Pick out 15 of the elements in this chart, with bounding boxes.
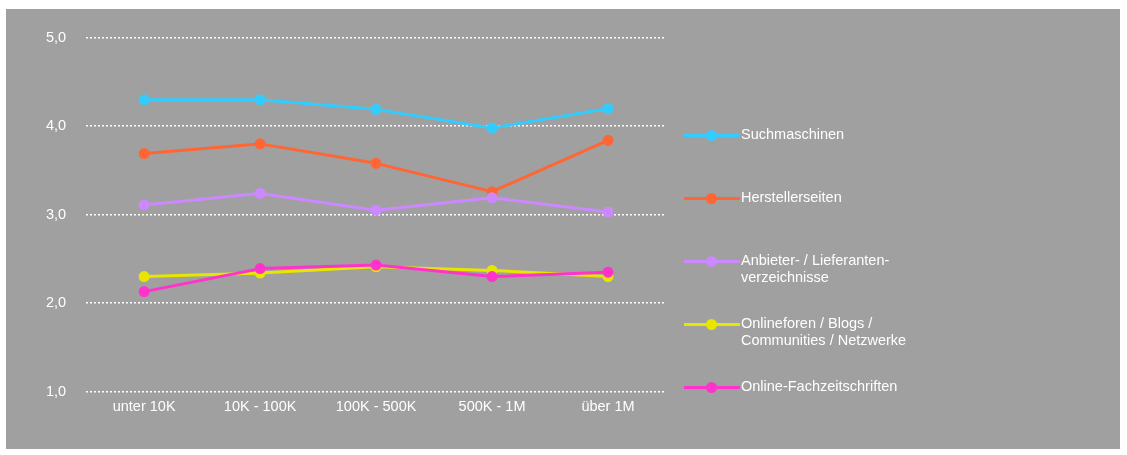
x-tick-label: 10K - 100K xyxy=(223,398,297,415)
legend-label: Suchmaschinen xyxy=(741,126,846,143)
x-tick-label: unter 10K xyxy=(112,398,176,415)
y-tick-label: 5,0 xyxy=(45,28,67,45)
x-tick-label: 100K - 500K xyxy=(335,398,417,415)
legend-label: Onlineforen / Blogs / Communities / Netzwerke xyxy=(741,315,908,349)
y-tick-label: 2,0 xyxy=(45,294,67,311)
x-tick-label: über 1M xyxy=(581,398,635,415)
legend-label: Online-Fachzeitschriften xyxy=(741,378,899,395)
legend-label: Herstellerseiten xyxy=(741,189,843,206)
y-tick-label: 3,0 xyxy=(45,205,67,222)
y-tick-label: 4,0 xyxy=(45,117,67,134)
legend-label: Anbieter- / Lieferanten-verzeichnisse xyxy=(741,252,891,286)
y-tick-label: 1,0 xyxy=(45,382,67,399)
x-tick-label: 500K - 1M xyxy=(458,398,526,415)
